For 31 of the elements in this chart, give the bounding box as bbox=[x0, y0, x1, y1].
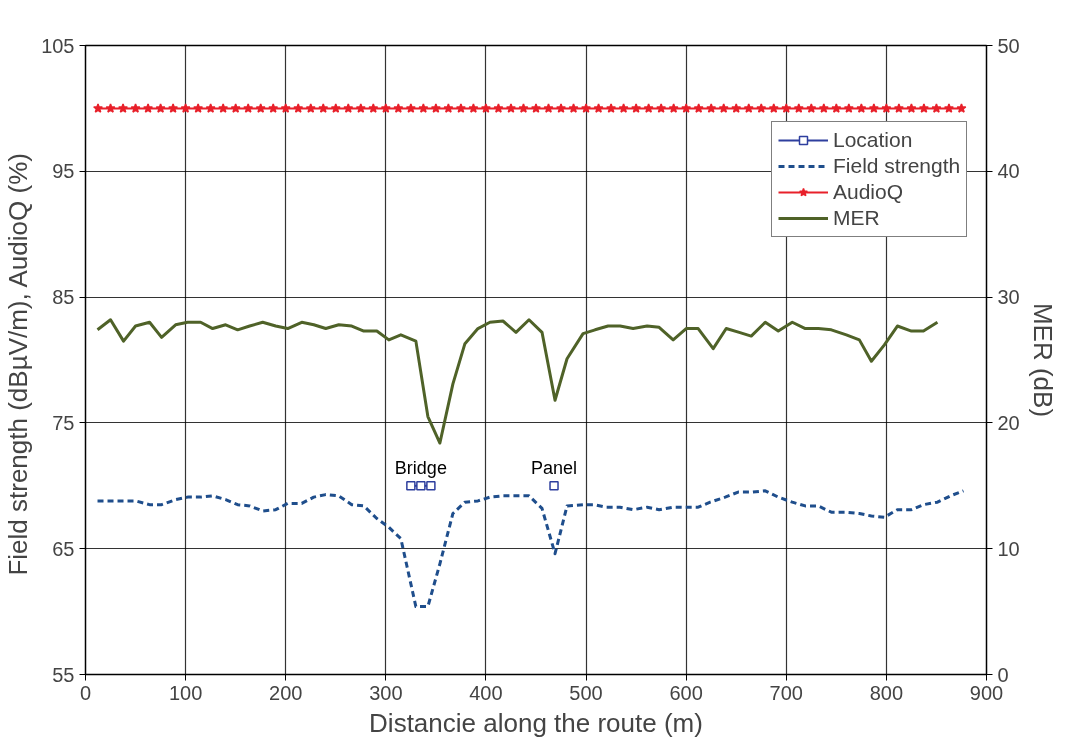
y-tick-label: 95 bbox=[52, 160, 75, 183]
x-tick-label: 0 bbox=[79, 681, 92, 704]
x-tick-label: 600 bbox=[669, 681, 703, 704]
y-tick-label: 65 bbox=[52, 537, 75, 560]
y-tick-label: 105 bbox=[41, 34, 75, 57]
y2-tick-label: 20 bbox=[997, 411, 1020, 434]
x-tick-label: 400 bbox=[469, 681, 503, 704]
y2-tick-label: 30 bbox=[997, 286, 1020, 309]
y-tick-label: 85 bbox=[52, 286, 75, 309]
legend-label: AudioQ bbox=[833, 180, 904, 204]
x-tick-label: 100 bbox=[168, 681, 203, 704]
y2-axis-title: MER (dB) bbox=[1027, 302, 1058, 418]
legend-label: Field strength bbox=[833, 154, 961, 178]
data-label: Panel bbox=[531, 457, 578, 478]
line-series bbox=[96, 318, 939, 445]
y-tick-label: 55 bbox=[52, 663, 75, 686]
y-tick-label: 75 bbox=[52, 411, 75, 434]
x-axis-title: Distancie along the route (m) bbox=[369, 707, 703, 738]
legend-label: MER bbox=[833, 206, 880, 230]
y2-tick-label: 50 bbox=[997, 34, 1020, 57]
data-label: Bridge bbox=[394, 457, 447, 478]
x-tick-label: 200 bbox=[269, 681, 303, 704]
x-tick-label: 800 bbox=[869, 681, 904, 704]
y-axis-title: Field strength (dBµV/m), AudioQ (%) bbox=[3, 153, 34, 576]
x-tick-label: 700 bbox=[769, 681, 803, 704]
x-tick-label: 300 bbox=[369, 681, 403, 704]
x-tick-label: 500 bbox=[569, 681, 603, 704]
y2-tick-label: 10 bbox=[997, 537, 1020, 560]
line-series bbox=[96, 489, 965, 609]
legend-label: Location bbox=[833, 128, 913, 152]
y2-tick-label: 40 bbox=[997, 160, 1020, 183]
